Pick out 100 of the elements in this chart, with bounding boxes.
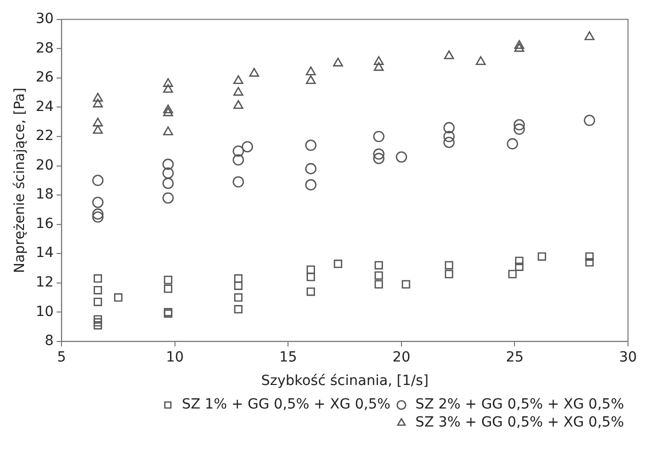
y-tick-label: 18 — [36, 186, 54, 203]
point — [374, 261, 383, 270]
point — [508, 270, 517, 278]
y-tick-label: 28 — [36, 40, 54, 56]
point — [305, 163, 316, 174]
point — [92, 196, 104, 208]
point — [233, 100, 244, 109]
point — [92, 92, 103, 102]
point — [334, 260, 342, 268]
y-tick-label: 24 — [36, 98, 54, 115]
point — [506, 138, 518, 150]
point — [538, 252, 546, 261]
point — [234, 293, 243, 302]
point — [305, 140, 316, 151]
point — [233, 75, 244, 84]
point — [92, 211, 104, 223]
x-tick-label: 5 — [57, 349, 66, 366]
point — [163, 107, 174, 116]
y-tick-label: 22 — [36, 128, 54, 144]
point — [476, 56, 486, 65]
y-tick-label: 30 — [36, 11, 54, 28]
y-tick-label: 12 — [36, 274, 54, 290]
point — [233, 86, 244, 96]
point — [374, 280, 383, 289]
point — [164, 284, 172, 293]
point — [584, 114, 596, 126]
point — [402, 280, 410, 289]
point — [514, 119, 525, 130]
y-tick-label: 14 — [36, 245, 54, 262]
point — [232, 145, 244, 157]
point — [444, 270, 454, 278]
legend-label: SZ 3% + GG 0,5% + XG 0,5% — [415, 414, 624, 431]
point — [92, 124, 103, 134]
point — [234, 274, 243, 283]
point — [162, 158, 174, 170]
point — [94, 286, 102, 294]
point — [249, 68, 260, 77]
y-tick-label: 20 — [36, 157, 54, 174]
point — [162, 167, 174, 179]
point — [92, 174, 104, 186]
point — [92, 118, 103, 126]
y-tick-label: 16 — [36, 216, 54, 232]
point — [92, 98, 103, 108]
point — [162, 192, 174, 204]
point — [232, 154, 244, 166]
point — [164, 276, 172, 284]
point — [92, 208, 104, 220]
point — [94, 315, 102, 324]
x-axis-title: Szybkość ścinania, [1/s] — [261, 373, 429, 390]
y-tick-label: 8 — [44, 333, 54, 350]
point — [373, 130, 384, 142]
point — [374, 56, 384, 65]
point — [306, 265, 316, 274]
point — [443, 122, 455, 134]
point — [163, 84, 174, 93]
point — [306, 66, 316, 76]
point — [163, 104, 174, 114]
legend-label: SZ 1% + GG 0,5% + XG 0,5% — [182, 396, 390, 413]
point — [234, 282, 243, 290]
point — [94, 298, 102, 306]
point — [163, 126, 174, 136]
point — [306, 272, 316, 282]
point — [306, 75, 316, 84]
y-axis-title: Naprężenie ścinające, [Pa] — [12, 88, 28, 274]
point — [443, 136, 455, 148]
point — [515, 262, 524, 271]
point — [305, 179, 316, 190]
x-tick-label: 30 — [619, 349, 637, 366]
point — [232, 176, 244, 188]
point — [515, 256, 524, 266]
x-tick-label: 10 — [166, 349, 184, 366]
point — [373, 148, 384, 160]
point — [163, 78, 174, 87]
point — [514, 43, 524, 52]
point — [444, 261, 454, 270]
point — [584, 31, 594, 40]
point — [444, 50, 454, 60]
x-tick-label: 15 — [279, 349, 298, 366]
legend-label: SZ 2% + GG 0,5% + XG 0,5% — [415, 396, 624, 413]
point — [585, 252, 594, 261]
point — [443, 130, 455, 142]
point — [306, 287, 316, 296]
point — [374, 62, 384, 71]
point — [374, 271, 383, 280]
y-tick-label: 26 — [36, 70, 54, 86]
point — [94, 318, 102, 327]
point — [94, 321, 102, 330]
point — [514, 124, 525, 135]
point — [514, 40, 524, 49]
point — [396, 151, 408, 163]
point — [242, 141, 254, 152]
point — [373, 152, 384, 164]
point — [585, 258, 594, 267]
point — [94, 274, 102, 283]
y-tick-label: 10 — [36, 304, 54, 320]
x-tick-label: 25 — [506, 349, 524, 366]
point — [114, 293, 122, 302]
point — [234, 305, 243, 314]
point — [162, 178, 174, 189]
point — [333, 58, 343, 66]
